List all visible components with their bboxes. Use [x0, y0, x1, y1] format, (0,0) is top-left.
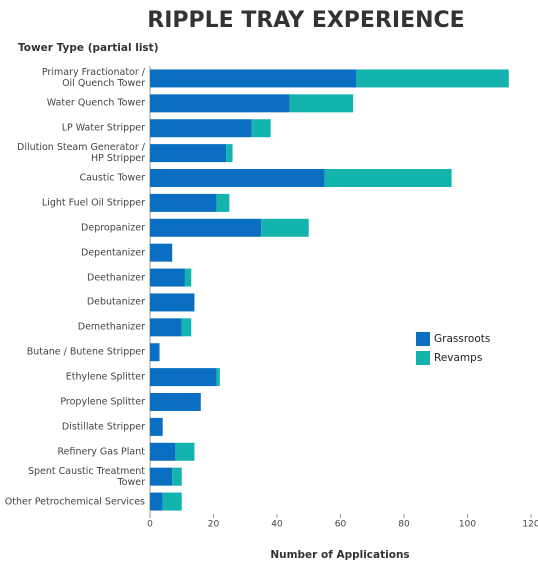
x-tick-label: 120 [522, 520, 538, 530]
bar-segment [150, 243, 173, 262]
bar-segment [150, 368, 217, 387]
y-tick-label: Light Fuel Oil Stripper [41, 197, 145, 209]
bar-segment [261, 218, 309, 237]
bar-segment [150, 119, 252, 138]
x-tick-label: 20 [208, 520, 220, 530]
bar-segment [226, 144, 233, 163]
bar-segment [150, 492, 163, 511]
y-tick-label: Spent Caustic Treatment Tower [27, 465, 145, 488]
bar-segment [216, 368, 220, 387]
y-tick-label: Distillate Stripper [61, 421, 145, 433]
legend-swatch [416, 332, 430, 346]
y-tick-label: Caustic Tower [79, 172, 145, 184]
bar-segment [150, 144, 227, 163]
x-tick-label: 80 [398, 520, 410, 530]
legend-label: Revamps [434, 352, 482, 364]
legend-swatch [416, 351, 430, 365]
chart-title: RIPPLE TRAY EXPERIENCE [147, 8, 464, 33]
y-tick-label: Depentanizer [81, 247, 145, 259]
bar-segment [150, 169, 325, 187]
y-tick-label: Refinery Gas Plant [57, 446, 145, 458]
y-tick-label: Propylene Splitter [60, 396, 145, 408]
bar-segment [150, 94, 290, 113]
bar-segment [150, 193, 217, 212]
bar-segment [172, 467, 182, 486]
bar-segment [150, 218, 262, 237]
bar-segment [150, 442, 176, 461]
bar-segment [150, 417, 163, 436]
y-tick-label: LP Water Stripper [61, 122, 145, 134]
bar-segment [150, 69, 357, 88]
bar-segment [181, 318, 192, 337]
y-tick-label: Butane / Butene Stripper [26, 346, 145, 358]
bar-segment [162, 492, 182, 511]
y-tick-label: Dilution Steam Generator / HP Stripper [17, 142, 145, 165]
bar-segment [324, 169, 452, 187]
legend-label: Grassroots [434, 333, 490, 345]
x-tick-label: 60 [335, 520, 347, 530]
x-tick-label: 0 [147, 520, 153, 530]
y-tick-label: Other Petrochemical Services [4, 496, 145, 508]
y-tick-label: Primary Fractionator / Oil Quench Tower [41, 67, 145, 90]
bar-segment [184, 268, 192, 287]
y-tick-label: Depropanizer [81, 222, 145, 234]
y-tick-label: Debutanizer [86, 296, 145, 308]
bar-segment [216, 193, 230, 212]
bar-segment [251, 119, 271, 138]
y-tick-label: Demethanizer [77, 321, 145, 333]
bar-segment [150, 343, 160, 362]
y-tick-label: Water Quench Tower [46, 97, 145, 109]
x-tick-label: 100 [459, 520, 476, 530]
y-tick-label: Ethylene Splitter [65, 371, 145, 383]
bar-segment [150, 467, 173, 486]
bar-segment [150, 318, 182, 337]
x-axis-title: Number of Applications [270, 549, 409, 561]
bar-segment [289, 94, 354, 113]
x-tick-label: 40 [271, 520, 283, 530]
y-tick-label: Deethanizer [87, 272, 145, 284]
y-axis-title: Tower Type (partial list) [18, 42, 159, 54]
bar-segment [356, 69, 509, 88]
bar-segment [150, 293, 195, 312]
bar-segment [150, 268, 185, 287]
bar-segment [175, 442, 195, 461]
bar-segment [150, 393, 201, 411]
